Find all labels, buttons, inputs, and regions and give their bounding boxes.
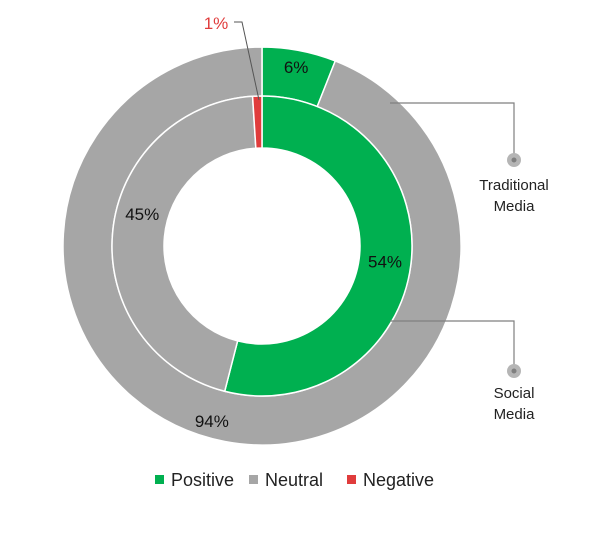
legend-swatch-positive — [155, 475, 164, 484]
slice-inner-negative — [251, 95, 263, 149]
slice-labels: 6% 94% 54% 45% 1% — [125, 14, 402, 431]
slice-label-inner-positive: 54% — [368, 253, 402, 272]
callout-label-social-line1: Social — [494, 385, 535, 402]
callout-traditional-media: Traditional Media — [390, 102, 549, 215]
callout-label-social-line2: Media — [494, 406, 536, 423]
legend-label-positive: Positive — [171, 470, 234, 490]
callout-marker-dot — [511, 368, 517, 374]
slice-label-outer-neutral: 94% — [195, 412, 229, 431]
inner-ring-social-media — [111, 95, 413, 397]
callout-line-traditional-media — [390, 102, 515, 160]
callout-label-traditional-line2: Media — [494, 198, 536, 215]
legend-label-negative: Negative — [363, 470, 434, 490]
legend-swatch-neutral — [249, 475, 258, 484]
legend-swatch-negative — [347, 475, 356, 484]
slice-inner-positive — [223, 95, 413, 397]
slice-label-outer-positive: 6% — [284, 58, 309, 77]
slice-label-inner-negative: 1% — [204, 14, 229, 33]
callout-marker-dot — [511, 157, 517, 163]
legend: Positive Neutral Negative — [155, 470, 434, 490]
callout-line-social-media — [390, 320, 515, 371]
slice-inner-neutral — [111, 95, 257, 393]
slice-label-inner-neutral: 45% — [125, 205, 159, 224]
callout-label-traditional-line1: Traditional — [479, 177, 548, 194]
callout-social-media: Social Media — [390, 320, 536, 423]
legend-label-neutral: Neutral — [265, 470, 323, 490]
negative-label-leader — [234, 21, 260, 101]
